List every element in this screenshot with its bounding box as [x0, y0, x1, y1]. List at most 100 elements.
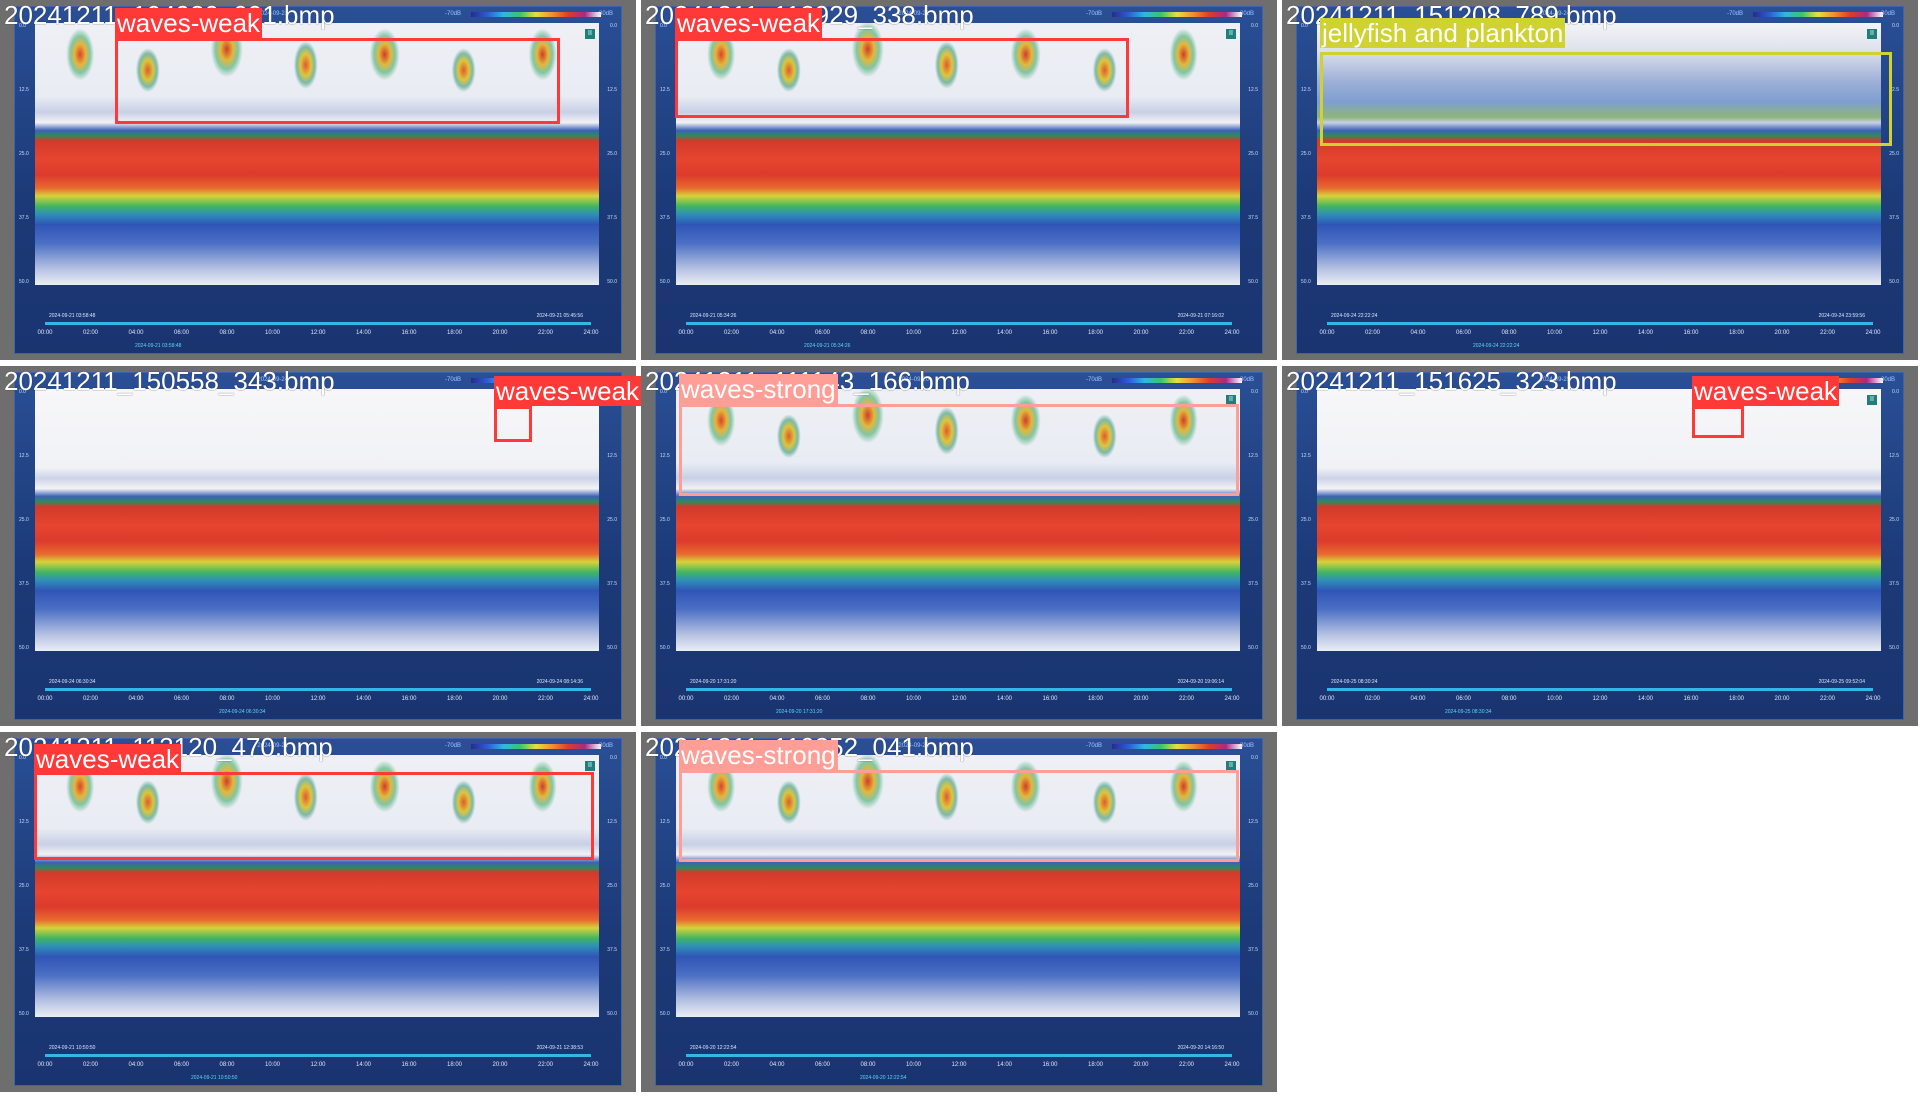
cursor-timestamp: 2024-09-24 22:22:24: [1473, 343, 1520, 349]
time-tick: 00:00: [678, 696, 694, 702]
detection-box[interactable]: [679, 404, 1239, 496]
time-tick: 06:00: [814, 330, 831, 336]
time-tick: 24:00: [1865, 330, 1881, 336]
time-tick: 08:00: [1501, 696, 1517, 702]
time-tick: 16:00: [1042, 330, 1058, 336]
time-tick: 00:00: [678, 330, 694, 336]
pause-button[interactable]: II: [1226, 761, 1236, 771]
range-high-label: 30dB: [1880, 377, 1895, 383]
pause-button[interactable]: II: [1226, 29, 1236, 39]
cursor-timestamp: 2024-09-20 12:22:54: [860, 1075, 907, 1081]
cursor-timestamp: 2024-09-21 05:34:26: [804, 343, 851, 349]
depth-tick-left: 37.5: [19, 581, 29, 587]
detection-box[interactable]: [675, 38, 1129, 118]
end-timestamp: 2024-09-21 12:38:53: [536, 1045, 583, 1051]
time-tick: 22:00: [537, 696, 554, 702]
echogram-topbar: 2024-09-24 -70dB 30dB: [1297, 7, 1903, 21]
depth-tick-left: 50.0: [660, 279, 670, 285]
detection-box[interactable]: [1320, 52, 1892, 146]
time-tick: 14:00: [355, 696, 372, 702]
time-tick: 22:00: [1178, 696, 1195, 702]
cursor-timestamp: 2024-09-21 10:50:50: [191, 1075, 238, 1081]
time-tick: 04:00: [128, 330, 144, 336]
depth-tick-right: 25.0: [1889, 151, 1899, 157]
cursor-timestamp: 2024-09-20 17:31:20: [776, 709, 823, 715]
time-tick: 04:00: [128, 1062, 144, 1068]
range-high-label: 30dB: [1880, 11, 1895, 17]
depth-tick-left: 0.0: [19, 755, 26, 761]
depth-tick-right: 25.0: [607, 883, 617, 889]
detection-box[interactable]: [1692, 406, 1744, 438]
color-scale-bar: [1753, 12, 1883, 17]
detection-box[interactable]: [115, 38, 560, 124]
time-tick: 04:00: [1410, 696, 1426, 702]
time-tick: 02:00: [82, 696, 99, 702]
echogram-date: 2024-09-24: [1539, 11, 1571, 17]
time-axis: 00:00 02:00 04:00 06:00 08:00 10:00 12:00 14:00…: [37, 688, 599, 705]
pause-button[interactable]: II: [1867, 29, 1877, 39]
depth-tick-left: 25.0: [660, 883, 670, 889]
time-tick: 20:00: [492, 330, 508, 336]
grid-tile[interactable]: 0.00.012.512.525.025.037.537.550.050.020…: [0, 366, 642, 726]
start-timestamp: 2024-09-25 08:30:24: [1331, 679, 1378, 685]
detection-label: jellyfish and plankton: [1320, 18, 1566, 48]
depth-tick-left: 12.5: [660, 87, 670, 93]
time-tick: 24:00: [1224, 1062, 1240, 1068]
time-tick: 22:00: [1178, 1062, 1195, 1068]
time-tick: 00:00: [1319, 696, 1335, 702]
depth-tick-right: 50.0: [1889, 279, 1899, 285]
time-tick: 12:00: [310, 696, 326, 702]
echogram-date: 2024-09-21: [257, 743, 289, 749]
time-tick: 20:00: [1774, 696, 1790, 702]
time-tick: 04:00: [128, 696, 144, 702]
depth-tick-left: 37.5: [19, 947, 29, 953]
time-tick: 18:00: [1087, 696, 1104, 702]
time-tick: 18:00: [446, 696, 463, 702]
echogram-panel: 0.00.012.512.525.025.037.537.550.050.020…: [14, 372, 622, 720]
time-tick: 08:00: [219, 696, 235, 702]
detection-box[interactable]: [34, 772, 594, 860]
pause-button[interactable]: II: [585, 29, 595, 39]
detection-box[interactable]: [494, 406, 532, 442]
time-tick: 16:00: [401, 1062, 417, 1068]
echogram-plot: [1317, 23, 1881, 285]
depth-tick-right: 0.0: [610, 23, 617, 29]
time-tick: 00:00: [678, 1062, 694, 1068]
start-timestamp: 2024-09-21 10:50:50: [49, 1045, 96, 1051]
time-tick: 16:00: [1042, 696, 1058, 702]
time-axis: 00:00 02:00 04:00 06:00 08:00 10:00 12:00 14:00…: [37, 322, 599, 339]
time-tick: 04:00: [769, 1062, 785, 1068]
depth-tick-right: 0.0: [1251, 755, 1258, 761]
time-tick: 14:00: [355, 1062, 372, 1068]
detection-box[interactable]: [679, 770, 1239, 862]
depth-tick-right: 12.5: [1248, 819, 1258, 825]
depth-tick-left: 12.5: [19, 819, 29, 825]
depth-tick-right: 37.5: [607, 947, 617, 953]
depth-tick-right: 37.5: [1248, 215, 1258, 221]
start-timestamp: 2024-09-21 05:34:26: [690, 313, 737, 319]
time-tick: 02:00: [82, 330, 99, 336]
depth-tick-right: 37.5: [1248, 947, 1258, 953]
echogram-date: 2024-09-24: [257, 377, 289, 383]
time-tick: 02:00: [1364, 696, 1381, 702]
color-scale-bar: [1112, 744, 1242, 749]
pause-button[interactable]: II: [585, 761, 595, 771]
time-tick: 14:00: [996, 1062, 1013, 1068]
image-filename: 20241211_150558_343.bmp: [4, 366, 335, 396]
time-tick: 06:00: [173, 330, 190, 336]
pause-button[interactable]: II: [1226, 395, 1236, 405]
pause-button[interactable]: II: [1867, 395, 1877, 405]
time-tick: 18:00: [446, 330, 463, 336]
end-timestamp: 2024-09-24 23:59:56: [1818, 313, 1865, 319]
depth-tick-right: 50.0: [607, 1011, 617, 1017]
depth-tick-right: 50.0: [1889, 645, 1899, 651]
depth-tick-left: 12.5: [19, 453, 29, 459]
echogram-plot: [1317, 389, 1881, 651]
